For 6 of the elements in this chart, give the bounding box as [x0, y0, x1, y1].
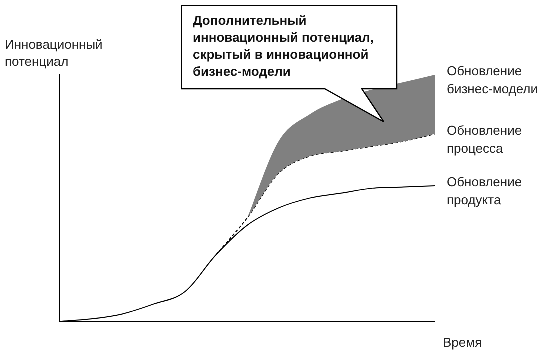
y-axis-title: Инновационный потенциал [5, 36, 104, 70]
series-label: Обновление продукта [447, 174, 522, 208]
annotation: Дополнительный инновационный потенциал, скрытый в инновационной бизнес-модели [193, 12, 376, 80]
series-label: Обновление процесса [447, 122, 522, 156]
series-label: Обновление бизнес-модели [447, 64, 538, 97]
x-axis-title: Время [443, 334, 482, 351]
